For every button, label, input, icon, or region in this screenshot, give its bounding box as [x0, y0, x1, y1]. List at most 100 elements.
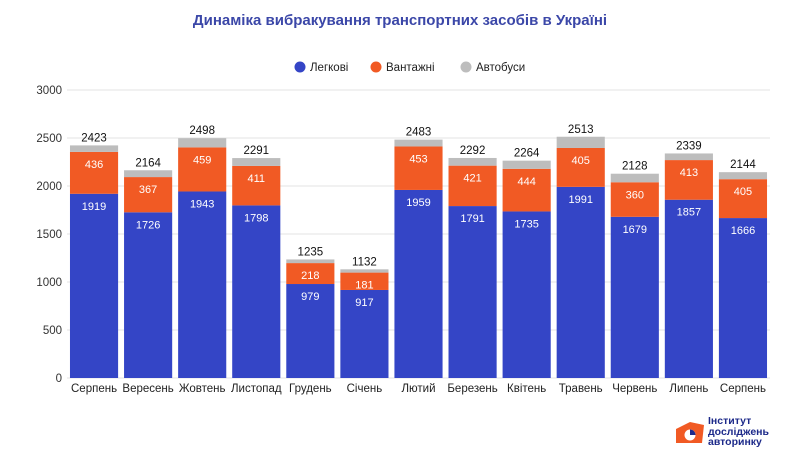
- x-tick-label: Грудень: [289, 383, 332, 395]
- bar-segment: [286, 259, 335, 264]
- y-tick-label: 2000: [36, 181, 62, 193]
- bar-segment: [394, 189, 443, 378]
- legend-marker: [460, 61, 472, 73]
- bar-segment: [232, 205, 281, 378]
- data-label: 1726: [136, 219, 160, 231]
- bar-segment: [664, 160, 713, 200]
- bar-segment: [448, 165, 497, 207]
- y-tick-label: 3000: [36, 85, 62, 97]
- y-tick-label: 500: [43, 325, 62, 337]
- bar-segment: [340, 272, 389, 290]
- total-label: 1132: [352, 256, 377, 268]
- data-label: 1798: [244, 212, 268, 224]
- x-tick-label: Травень: [559, 383, 603, 395]
- data-label: 181: [355, 280, 373, 292]
- logo-line-3: авторинку: [708, 436, 762, 448]
- bar-segment: [124, 170, 173, 178]
- bar-segment: [610, 173, 659, 183]
- x-tick-label: Жовтень: [179, 383, 226, 395]
- x-tick-label: Червень: [612, 383, 657, 395]
- legend-label: Автобуси: [476, 62, 525, 74]
- data-label: 1959: [406, 197, 430, 209]
- y-tick-label: 2500: [36, 133, 62, 145]
- data-label: 1679: [623, 224, 647, 236]
- bar-segment: [448, 206, 497, 378]
- total-label: 2291: [243, 145, 269, 157]
- bar-segment: [178, 191, 227, 378]
- data-label: 405: [734, 186, 752, 198]
- legend-label: Вантажні: [386, 62, 435, 74]
- bar-segment: [69, 151, 119, 194]
- total-label: 2513: [568, 124, 594, 136]
- bar-segment: [69, 193, 119, 378]
- bar-segment: [718, 218, 768, 378]
- bar-segment: [502, 211, 551, 378]
- total-label: 2423: [81, 132, 107, 144]
- legend: Легкові Вантажні Автобуси: [294, 61, 525, 74]
- bar-segment: [610, 216, 659, 378]
- bar-segment: [232, 158, 281, 166]
- x-tick-label: Квітень: [507, 383, 546, 395]
- x-tick-label: Лютий: [401, 383, 435, 395]
- x-tick-label: Листопад: [231, 383, 282, 395]
- y-axis-ticks: 0 500 1000 1500 2000 2500 3000: [36, 85, 62, 385]
- total-label: 2483: [406, 127, 432, 139]
- x-tick-label: Січень: [347, 383, 383, 395]
- data-label: 1791: [460, 213, 484, 225]
- data-label: 1991: [568, 194, 592, 206]
- logo-mark-icon: [676, 422, 704, 443]
- bar-segment: [394, 139, 443, 147]
- total-label: 2264: [514, 148, 540, 160]
- legend-label: Легкові: [310, 62, 348, 74]
- x-tick-label: Вересень: [122, 383, 173, 395]
- bar-segment: [286, 263, 335, 285]
- bar-segment: [394, 146, 443, 190]
- bar-segment: [556, 147, 605, 187]
- chart-title: Динаміка вибракування транспортних засоб…: [192, 12, 608, 29]
- total-label: 2498: [189, 125, 215, 137]
- bar-segment: [502, 160, 551, 169]
- data-label: 979: [301, 291, 319, 303]
- bar-segment: [124, 177, 173, 213]
- bar-segment: [664, 199, 713, 378]
- bar-segment: [340, 269, 389, 273]
- bar-segment: [178, 147, 227, 192]
- bar-segment: [232, 165, 281, 206]
- bar-segment: [448, 157, 497, 166]
- data-label: 436: [85, 159, 103, 171]
- bar-segment: [340, 289, 389, 378]
- bar-segment: [502, 168, 551, 212]
- total-label: 2144: [730, 159, 756, 171]
- x-tick-label: Липень: [669, 383, 708, 395]
- bar-segment: [286, 284, 335, 378]
- legend-marker: [294, 61, 306, 73]
- total-label: 2339: [676, 140, 702, 152]
- institute-logo: Інститут досліджень авторинку: [676, 413, 788, 449]
- bar-segment: [664, 153, 713, 161]
- bar-segment: [556, 136, 605, 148]
- total-label: 2164: [135, 157, 161, 169]
- data-label: 218: [301, 270, 319, 282]
- bar-segment: [69, 145, 119, 152]
- data-label: 444: [517, 176, 535, 188]
- y-tick-label: 1000: [36, 277, 62, 289]
- y-tick-label: 1500: [36, 229, 62, 241]
- x-tick-label: Серпень: [71, 383, 117, 395]
- logo-line-1: Інститут: [708, 415, 752, 427]
- data-label: 1666: [731, 225, 755, 237]
- logo-text: Інститут досліджень авторинку: [708, 416, 769, 448]
- data-label: 360: [626, 189, 644, 201]
- total-label: 1235: [298, 246, 324, 258]
- data-label: 1919: [82, 201, 106, 213]
- data-label: 459: [193, 154, 211, 166]
- x-tick-label: Серпень: [720, 383, 766, 395]
- data-label: 1735: [514, 218, 538, 230]
- data-label: 421: [463, 173, 481, 185]
- bars: 1919 436 2423 1726 367 2164 1943 459 2498 1798 411…: [69, 124, 768, 378]
- bar-segment: [718, 172, 768, 180]
- total-label: 2292: [460, 145, 486, 157]
- bar-segment: [718, 179, 768, 219]
- data-label: 917: [355, 297, 373, 309]
- data-label: 1943: [190, 198, 214, 210]
